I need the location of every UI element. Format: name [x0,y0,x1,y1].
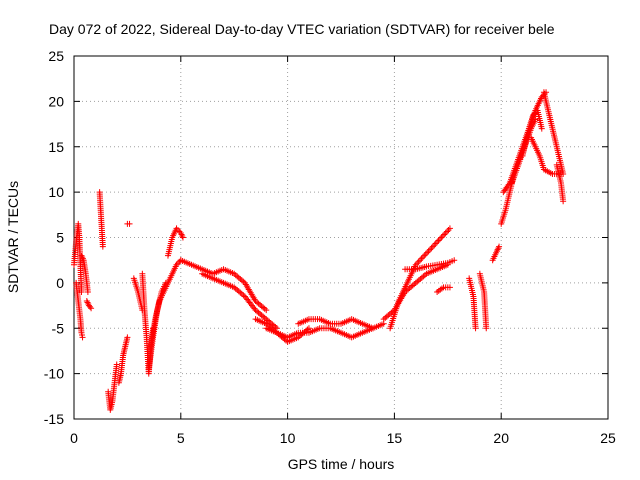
data-point-39 [419,254,426,261]
data-point-54 [441,231,448,238]
x-tick-label: 15 [387,430,403,446]
data-point-57 [445,226,452,233]
data-point-1 [126,220,133,227]
data-point-5 [88,305,95,312]
data-point-8 [496,243,503,250]
data-point-45 [428,245,435,252]
data-point-56 [444,228,451,235]
x-tick-label: 5 [177,430,185,446]
data-point-53 [439,232,446,239]
data-point-35 [532,116,539,123]
y-tick-label: 5 [56,230,64,246]
x-axis: 0 5 10 15 20 25 [70,56,616,446]
data-point-6 [494,246,501,253]
x-tick-label: 20 [493,430,509,446]
y-tick-label: 25 [48,48,64,64]
y-tick-label: -5 [52,320,65,336]
data-point-25 [472,325,479,332]
data-point-47 [431,242,438,249]
data-point-58 [446,225,453,232]
y-tick-label: 15 [48,139,64,155]
data-point-42 [424,249,431,256]
y-axis-label: SDTVAR / TECUs [5,181,21,293]
data-point-24 [451,257,458,264]
y-tick-label: 20 [48,93,64,109]
data-point-48 [432,240,439,247]
data-point-27 [99,243,106,250]
data-point-40 [421,252,428,259]
y-tick-label: 10 [48,184,64,200]
grid [74,56,608,419]
data-point-27 [79,334,86,341]
data-point-42 [560,170,567,177]
y-tick-label: 0 [56,275,64,291]
data-point-44 [427,246,433,253]
chart-title: Day 072 of 2022, Sidereal Day-to-day VTE… [49,21,555,37]
x-tick-label: 10 [280,430,296,446]
data-point-46 [429,243,436,250]
y-axis: -15 -10 -5 0 5 10 15 20 25 [44,48,608,427]
data-point-36 [415,258,422,265]
data-point-32 [113,361,120,368]
data-point-19 [179,232,186,239]
data-point-7 [446,284,453,291]
data-point-27 [483,325,490,332]
data-point-52 [438,234,445,241]
data-point-43 [425,248,432,255]
x-tick-label: 25 [600,430,616,446]
y-tick-label: -10 [44,366,64,382]
data-point-41 [422,251,429,258]
x-tick-label: 0 [70,430,78,446]
data-point-37 [417,257,424,264]
data-point-40 [370,325,377,332]
data-point-50 [435,237,442,244]
data-point-24 [124,334,131,341]
data-point-55 [442,229,449,236]
data-point-51 [436,236,443,243]
data-point-33 [538,125,545,132]
data-point-38 [418,255,425,262]
data-point-18 [560,198,567,205]
data-point-20 [179,234,186,241]
data-points [71,89,567,413]
data-point-55 [263,307,270,314]
data-point-19 [84,288,91,295]
data-point-55 [78,288,85,295]
x-axis-label: GPS time / hours [288,456,395,472]
data-point-4 [87,303,94,310]
y-tick-label: -15 [44,411,64,427]
data-point-49 [434,239,441,246]
